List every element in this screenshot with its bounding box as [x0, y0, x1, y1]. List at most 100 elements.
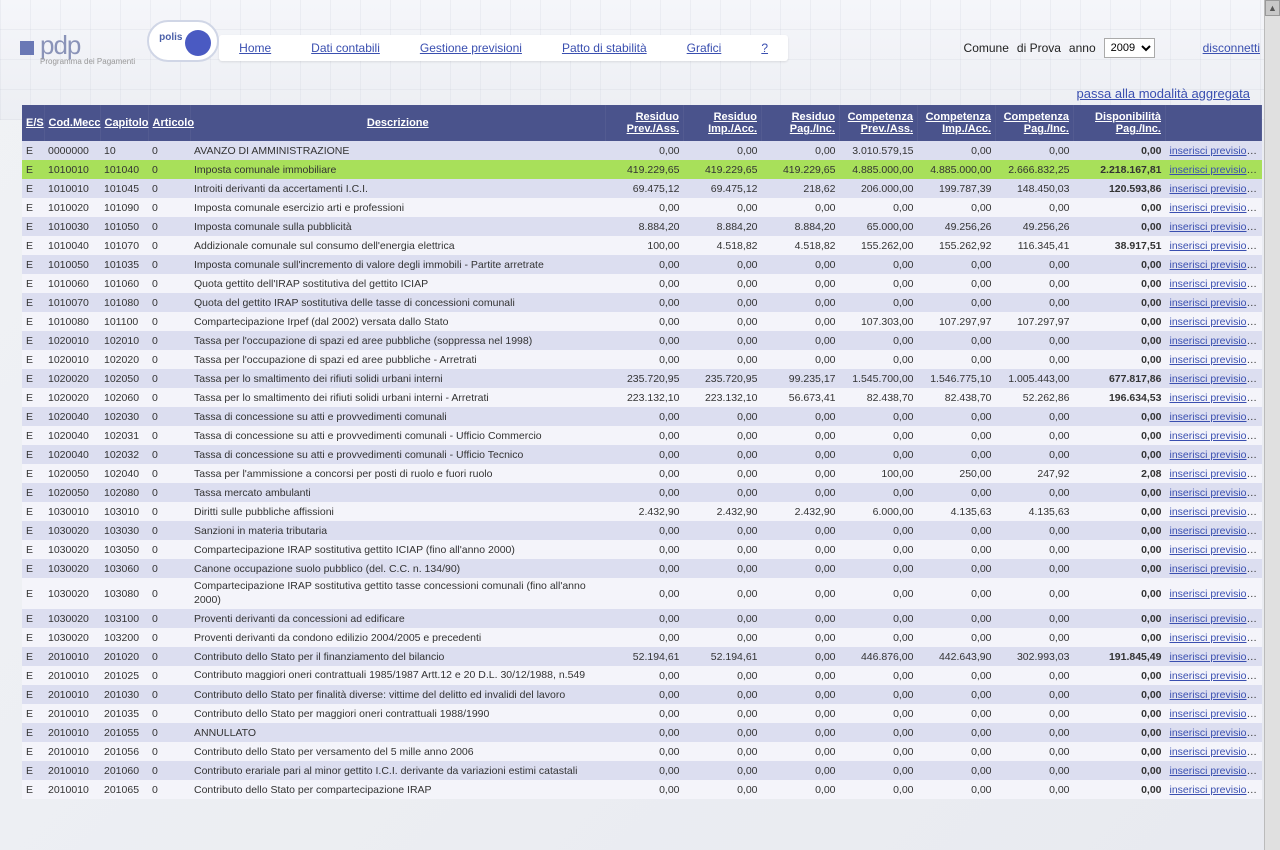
insert-forecast-link[interactable]: inserisci previsione — [1170, 259, 1259, 271]
insert-forecast-link[interactable]: inserisci previsione — [1170, 145, 1259, 157]
cell-value: 49.256,26 — [918, 217, 996, 236]
cell-value: 0,00 — [684, 666, 762, 685]
table-row: E10300201030500Compartecipazione IRAP so… — [22, 540, 1262, 559]
insert-forecast-link[interactable]: inserisci previsione — [1170, 449, 1259, 461]
cell-value: 0,00 — [762, 780, 840, 799]
insert-forecast-link[interactable]: inserisci previsione — [1170, 708, 1259, 720]
insert-forecast-link[interactable]: inserisci previsione — [1170, 784, 1259, 796]
insert-forecast-link[interactable]: inserisci previsione — [1170, 506, 1259, 518]
cell-action: inserisci previsione — [1166, 685, 1262, 704]
insert-forecast-link[interactable]: inserisci previsione — [1170, 544, 1259, 556]
cell-value: 0,00 — [1074, 666, 1166, 685]
cell-action: inserisci previsione — [1166, 647, 1262, 666]
col-res-pag[interactable]: Residuo Pag./Inc. — [762, 105, 840, 141]
cell-value: 0,00 — [918, 742, 996, 761]
cell: E — [22, 293, 44, 312]
menu-item-3[interactable]: Patto di stabilità — [562, 41, 647, 55]
cell-value: 4.135,63 — [918, 502, 996, 521]
aggregate-mode-link[interactable]: passa alla modalità aggregata — [1077, 86, 1250, 101]
insert-forecast-link[interactable]: inserisci previsione — [1170, 202, 1259, 214]
cell: E — [22, 666, 44, 685]
menu-item-2[interactable]: Gestione previsioni — [420, 41, 522, 55]
disconnect-link[interactable]: disconnetti — [1203, 41, 1260, 55]
cell-value: 0,00 — [684, 609, 762, 628]
cell-value: 250,00 — [918, 464, 996, 483]
cell-value: 235.720,95 — [606, 369, 684, 388]
insert-forecast-link[interactable]: inserisci previsione — [1170, 278, 1259, 290]
insert-forecast-link[interactable]: inserisci previsione — [1170, 563, 1259, 575]
insert-forecast-link[interactable]: inserisci previsione — [1170, 335, 1259, 347]
col-comp-imp[interactable]: Competenza Imp./Acc. — [918, 105, 996, 141]
menu-item-1[interactable]: Dati contabili — [311, 41, 380, 55]
data-table: E/S Cod.Mecc Capitolo Articolo Descrizio… — [22, 105, 1262, 799]
cell-value: 4.135,63 — [996, 502, 1074, 521]
insert-forecast-link[interactable]: inserisci previsione — [1170, 221, 1259, 233]
cell: 0 — [148, 540, 190, 559]
cell-value: 0,00 — [840, 407, 918, 426]
col-comp-pag[interactable]: Competenza Pag./Inc. — [996, 105, 1074, 141]
insert-forecast-link[interactable]: inserisci previsione — [1170, 727, 1259, 739]
cell: 0 — [148, 217, 190, 236]
insert-forecast-link[interactable]: inserisci previsione — [1170, 765, 1259, 777]
insert-forecast-link[interactable]: inserisci previsione — [1170, 632, 1259, 644]
insert-forecast-link[interactable]: inserisci previsione — [1170, 613, 1259, 625]
insert-forecast-link[interactable]: inserisci previsione — [1170, 651, 1259, 663]
insert-forecast-link[interactable]: inserisci previsione — [1170, 183, 1259, 195]
cell-action: inserisci previsione — [1166, 350, 1262, 369]
cell-value: 65.000,00 — [840, 217, 918, 236]
cell-value: 107.297,97 — [996, 312, 1074, 331]
cell-value: 0,00 — [684, 559, 762, 578]
cell-value: 0,00 — [762, 312, 840, 331]
cell-value: 0,00 — [996, 742, 1074, 761]
menu-item-4[interactable]: Grafici — [687, 41, 722, 55]
col-res-prev[interactable]: Residuo Prev./Ass. — [606, 105, 684, 141]
insert-forecast-link[interactable]: inserisci previsione — [1170, 588, 1259, 600]
cell-value: 0,00 — [762, 647, 840, 666]
cell: 0 — [148, 502, 190, 521]
col-res-imp[interactable]: Residuo Imp./Acc. — [684, 105, 762, 141]
insert-forecast-link[interactable]: inserisci previsione — [1170, 670, 1259, 682]
insert-forecast-link[interactable]: inserisci previsione — [1170, 746, 1259, 758]
insert-forecast-link[interactable]: inserisci previsione — [1170, 487, 1259, 499]
table-row: E0000000100AVANZO DI AMMINISTRAZIONE0,00… — [22, 141, 1262, 160]
col-articolo[interactable]: Articolo — [148, 105, 190, 141]
col-codmecc[interactable]: Cod.Mecc — [44, 105, 100, 141]
cell-value: 0,00 — [1074, 521, 1166, 540]
col-disp[interactable]: Disponibilità Pag./Inc. — [1074, 105, 1166, 141]
insert-forecast-link[interactable]: inserisci previsione — [1170, 525, 1259, 537]
insert-forecast-link[interactable]: inserisci previsione — [1170, 297, 1259, 309]
insert-forecast-link[interactable]: inserisci previsione — [1170, 164, 1259, 176]
cell: 0 — [148, 407, 190, 426]
cell: 0 — [148, 521, 190, 540]
cell-value: 116.345,41 — [996, 236, 1074, 255]
cell-action: inserisci previsione — [1166, 407, 1262, 426]
col-capitolo[interactable]: Capitolo — [100, 105, 148, 141]
cell-value: 0,00 — [606, 274, 684, 293]
cell-value: 8.884,20 — [762, 217, 840, 236]
cell-value: 0,00 — [918, 350, 996, 369]
cell-value: 0,00 — [1074, 685, 1166, 704]
insert-forecast-link[interactable]: inserisci previsione — [1170, 316, 1259, 328]
insert-forecast-link[interactable]: inserisci previsione — [1170, 411, 1259, 423]
cell-action: inserisci previsione — [1166, 609, 1262, 628]
insert-forecast-link[interactable]: inserisci previsione — [1170, 392, 1259, 404]
menu-item-0[interactable]: Home — [239, 41, 271, 55]
cell: 2010010 — [44, 742, 100, 761]
table-row: E20100102010200Contributo dello Stato pe… — [22, 647, 1262, 666]
table-row: E10200201020600Tassa per lo smaltimento … — [22, 388, 1262, 407]
insert-forecast-link[interactable]: inserisci previsione — [1170, 354, 1259, 366]
menu-item-5[interactable]: ? — [761, 41, 768, 55]
cell: 101090 — [100, 198, 148, 217]
col-descrizione[interactable]: Descrizione — [190, 105, 606, 141]
insert-forecast-link[interactable]: inserisci previsione — [1170, 373, 1259, 385]
insert-forecast-link[interactable]: inserisci previsione — [1170, 689, 1259, 701]
insert-forecast-link[interactable]: inserisci previsione — [1170, 240, 1259, 252]
insert-forecast-link[interactable]: inserisci previsione — [1170, 430, 1259, 442]
year-select[interactable]: 2009 — [1104, 38, 1155, 58]
col-comp-prev[interactable]: Competenza Prev./Ass. — [840, 105, 918, 141]
cell-value: 0,00 — [1074, 723, 1166, 742]
insert-forecast-link[interactable]: inserisci previsione — [1170, 468, 1259, 480]
cell: 103030 — [100, 521, 148, 540]
col-es[interactable]: E/S — [22, 105, 44, 141]
cell-action: inserisci previsione — [1166, 141, 1262, 160]
